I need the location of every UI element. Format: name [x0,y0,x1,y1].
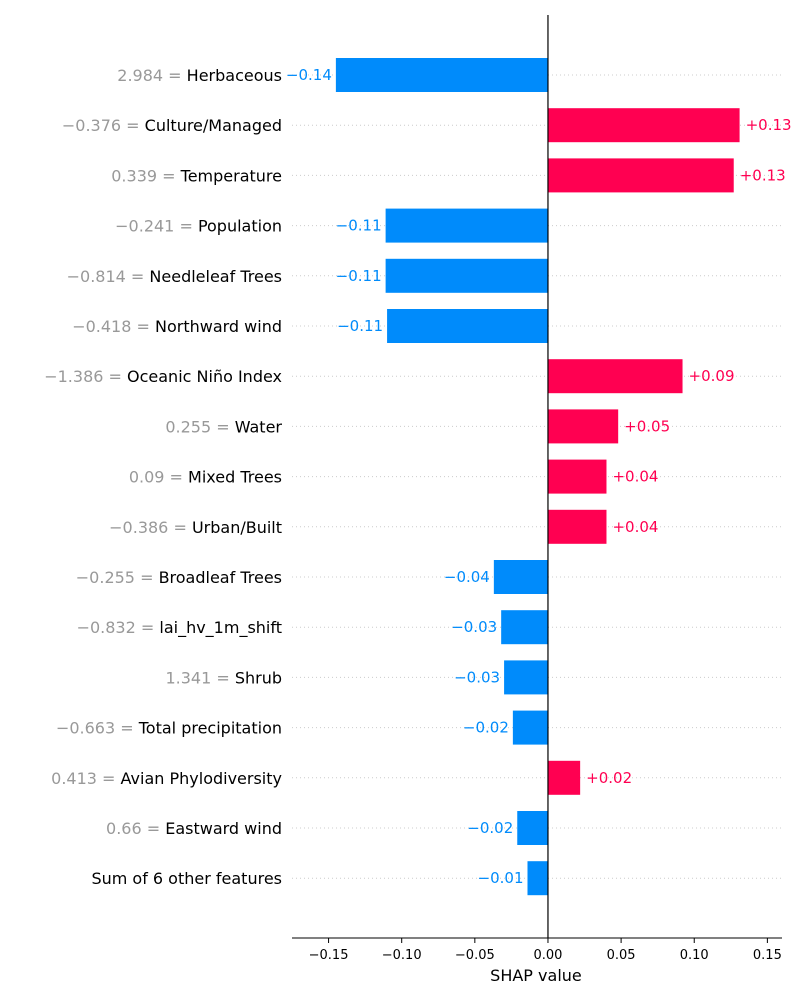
bar-value-label: −0.02 [463,719,509,737]
bar [387,309,548,343]
bar-value-label: −0.01 [478,869,524,887]
x-tick-label: −0.10 [382,948,422,963]
feature-label: −0.255 = Broadleaf Trees [76,568,282,587]
feature-label: 1.341 = Shrub [165,668,282,687]
bar [517,811,548,845]
feature-name: Northward wind [155,317,282,336]
feature-value: 0.413 = [51,769,120,788]
bar-value-label: −0.03 [451,618,497,636]
bar-value-label: −0.11 [337,317,383,335]
feature-name: Avian Phylodiversity [121,769,282,788]
feature-value: 0.66 = [106,819,165,838]
bar-value-label: −0.11 [336,217,382,235]
bar-value-label: −0.04 [444,568,490,586]
x-tick-label: 0.00 [533,948,562,963]
feature-value: 0.339 = [111,166,180,185]
bar [527,861,548,896]
bar [335,58,548,92]
feature-label: −0.386 = Urban/Built [109,518,282,537]
feature-name: Culture/Managed [145,116,282,135]
bar [547,760,581,795]
feature-label: −0.814 = Needleleaf Trees [67,267,282,286]
x-tick-label: −0.15 [309,948,349,963]
feature-value: −0.663 = [56,719,139,738]
bar [547,509,607,544]
bar [547,459,607,494]
feature-label: 0.255 = Water [165,417,282,436]
feature-label: 0.413 = Avian Phylodiversity [51,769,282,788]
x-tick-label: 0.10 [680,948,709,963]
bar-value-label: −0.03 [454,668,500,686]
x-tick-label: 0.05 [607,948,636,963]
bar-value-label: +0.02 [586,769,632,787]
feature-name: Eastward wind [165,819,282,838]
feature-value: 1.341 = [165,668,234,687]
feature-name: Shrub [235,668,282,687]
bars [335,58,740,896]
bar [547,359,683,394]
bar [501,610,548,645]
feature-name: lai_hv_1m_shift [159,618,282,638]
feature-labels: 2.984 = Herbaceous −0.376 = Culture/Manag… [44,66,282,888]
bar-labels: −0.14 +0.13 +0.13 −0.11 −0.11 −0.11 +0.09 +0.05… [286,66,792,887]
bar-value-label: +0.04 [612,518,658,536]
feature-value: −0.386 = [109,518,192,537]
feature-name: Oceanic Niño Index [127,367,282,386]
feature-name: Herbaceous [187,66,282,85]
row-guides [292,74,782,879]
feature-label: −0.241 = Population [115,217,282,236]
x-axis-title: SHAP value [490,966,582,985]
feature-label: −1.386 = Oceanic Niño Index [44,367,282,386]
feature-label: 0.09 = Mixed Trees [129,468,282,487]
bar-value-label: −0.02 [467,819,513,837]
feature-value: −0.418 = [72,317,155,336]
feature-value: 0.09 = [129,468,188,487]
feature-value: −0.832 = [77,618,160,637]
feature-value: −0.376 = [62,116,145,135]
feature-label: −0.663 = Total precipitation [56,719,282,738]
feature-value: 2.984 = [117,66,186,85]
bar-value-label: +0.05 [624,417,670,435]
bar-value-label: +0.13 [740,166,786,184]
feature-value: −1.386 = [44,367,127,386]
feature-label: −0.376 = Culture/Managed [62,116,282,135]
feature-name: Urban/Built [192,518,282,537]
bar-value-label: +0.09 [689,367,735,385]
feature-label: 2.984 = Herbaceous [117,66,282,85]
bar [512,710,548,745]
bar-value-label: +0.13 [746,116,792,134]
feature-label: Sum of 6 other features [91,869,282,888]
bar-value-label: −0.14 [286,66,332,84]
feature-label: −0.418 = Northward wind [72,317,282,336]
bar [385,208,548,243]
bar [493,560,548,594]
x-axis: −0.15 −0.10 −0.05 0.00 0.05 0.10 0.15 [292,937,782,963]
x-tick-label: −0.05 [455,948,495,963]
feature-value: −0.255 = [76,568,159,587]
x-tick-label: 0.15 [753,948,782,963]
bar-value-label: −0.11 [336,267,382,285]
feature-name: Sum of 6 other features [91,869,282,888]
feature-name: Total precipitation [138,719,282,738]
feature-value: −0.814 = [67,267,150,286]
feature-label: 0.339 = Temperature [111,166,282,185]
feature-name: Population [198,217,282,236]
feature-name: Water [235,417,283,436]
bar-value-label: +0.04 [612,468,658,486]
bar [547,158,734,193]
bar [385,258,548,293]
bar [547,108,740,143]
feature-name: Needleleaf Trees [149,267,282,286]
feature-name: Broadleaf Trees [159,568,282,587]
bar [547,409,619,444]
feature-name: Mixed Trees [188,468,282,487]
bar [504,660,548,695]
feature-value: 0.255 = [165,417,234,436]
feature-label: 0.66 = Eastward wind [106,819,282,838]
feature-label: −0.832 = lai_hv_1m_shift [77,618,282,638]
feature-value: −0.241 = [115,217,198,236]
feature-name: Temperature [180,166,282,185]
